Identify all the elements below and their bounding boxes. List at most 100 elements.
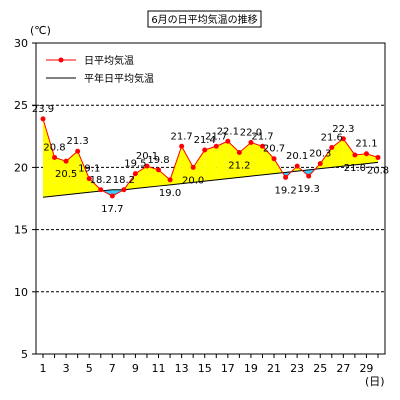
legend-normal-label: 平年日平均気温: [84, 72, 154, 85]
x-tick-label: 1: [40, 362, 47, 375]
data-label: 17.7: [101, 204, 123, 215]
daily-temperature-point: [317, 161, 323, 167]
data-label: 20.8: [367, 165, 389, 176]
x-tick-label: 29: [359, 362, 373, 375]
plot-border: [35, 42, 386, 355]
daily-temperature-point: [144, 163, 150, 169]
daily-temperature-point: [52, 154, 58, 160]
data-label: 22.3: [332, 124, 354, 135]
daily-temperature-point: [363, 151, 369, 157]
data-label: 19.2: [274, 185, 296, 196]
data-label: 23.9: [32, 104, 54, 115]
daily-temperature-point: [121, 187, 127, 193]
legend-daily-marker: [58, 57, 64, 63]
daily-temperature-point: [63, 158, 69, 164]
legend-daily-label: 日平均気温: [84, 54, 134, 67]
daily-temperature-point: [179, 143, 185, 149]
data-label: 22.0: [240, 128, 262, 139]
daily-temperature-point: [75, 148, 81, 154]
fill-segment: [366, 153, 378, 164]
x-axis-unit-label: (日): [365, 375, 385, 388]
data-label: 20.5: [55, 169, 77, 180]
data-label: 20.1: [286, 151, 308, 162]
data-label: 21.4: [194, 135, 216, 146]
x-tick-label: 11: [152, 362, 166, 375]
data-label: 21.7: [251, 131, 273, 142]
y-tick-label: 25: [14, 99, 28, 112]
x-tick-label: 17: [221, 362, 235, 375]
x-tick-label: 9: [132, 362, 139, 375]
fill-segment: [216, 141, 228, 180]
daily-temperature-line: [42, 118, 379, 197]
x-tick-label: 21: [267, 362, 281, 375]
x-tick-label: 25: [313, 362, 327, 375]
daily-temperature-point: [294, 163, 300, 169]
fill-segment: [66, 151, 78, 195]
x-tick-label: 23: [290, 362, 304, 375]
data-label: 19.5: [124, 159, 146, 170]
data-label: 21.7: [170, 131, 192, 142]
daily-temperature-point: [352, 152, 358, 158]
y-tick-label: 15: [14, 224, 28, 237]
x-tick-label: 7: [109, 362, 116, 375]
fill-segment: [181, 146, 194, 184]
fill-segment: [43, 118, 55, 198]
daily-temperature-point: [340, 136, 346, 142]
y-tick-label: 5: [21, 348, 28, 361]
y-axis-ticks: 5 10 15 20 25 30: [14, 37, 36, 361]
fill-segment: [354, 153, 367, 165]
daily-temperature-series: [40, 116, 381, 199]
data-label: 21.2: [228, 160, 250, 171]
data-label: 19.3: [298, 184, 320, 195]
data-label: 20.3: [309, 149, 331, 160]
daily-temperature-point: [306, 173, 312, 179]
x-tick-label: 3: [63, 362, 70, 375]
y-tick-label: 20: [14, 161, 28, 174]
data-label: 20.0: [182, 175, 204, 186]
fill-segment: [54, 157, 67, 197]
daily-temperature-point: [109, 193, 115, 199]
fill-segment: [227, 141, 240, 179]
x-axis-ticks: 1 3 5 7 9 11 13 15 17 19 21 23 25 27 29: [40, 354, 379, 375]
difference-fill: [43, 118, 378, 198]
data-label: 21.1: [355, 139, 377, 150]
data-labels: 23.920.820.521.319.118.217.718.219.520.1…: [32, 104, 389, 215]
data-label: 20.8: [43, 142, 65, 153]
data-label: 20.7: [263, 144, 285, 155]
fill-segment: [343, 138, 355, 167]
fill-segment: [204, 146, 217, 182]
x-tick-label: 15: [198, 362, 212, 375]
data-label: 18.2: [90, 175, 112, 186]
data-label: 18.2: [113, 175, 135, 186]
daily-temperature-point: [225, 138, 231, 144]
plot-frame: [35, 42, 386, 355]
daily-temperature-point: [190, 164, 196, 170]
y-axis-unit-label: (℃): [30, 24, 51, 37]
data-label: 21.6: [321, 132, 343, 143]
chart-title-box: 6月の日平均気温の推移: [147, 10, 262, 28]
daily-temperature-point: [213, 143, 219, 149]
x-tick-label: 27: [336, 362, 350, 375]
fill-segment: [320, 147, 332, 169]
y-tick-label: 10: [14, 286, 28, 299]
daily-temperature-point: [132, 171, 138, 177]
fill-segment: [250, 142, 263, 177]
daily-temperature-point: [375, 154, 381, 160]
data-label: 21.7: [205, 131, 227, 142]
daily-temperature-point: [329, 144, 335, 150]
daily-temperature-point: [259, 143, 265, 149]
data-label: 21.3: [67, 136, 89, 147]
data-label: 20.1: [136, 151, 158, 162]
x-tick-label: 13: [175, 362, 189, 375]
data-label: 19.0: [159, 188, 181, 199]
data-label: 21.0: [344, 163, 366, 174]
daily-temperature-point: [86, 176, 92, 182]
chart-title: 6月の日平均気温の推移: [151, 13, 257, 26]
daily-temperature-point: [98, 187, 104, 193]
fill-segment: [146, 166, 159, 188]
daily-temperature-point: [202, 147, 208, 153]
data-label: 19.1: [78, 164, 100, 175]
fill-segment: [193, 149, 205, 183]
fill-segment: [239, 142, 251, 178]
